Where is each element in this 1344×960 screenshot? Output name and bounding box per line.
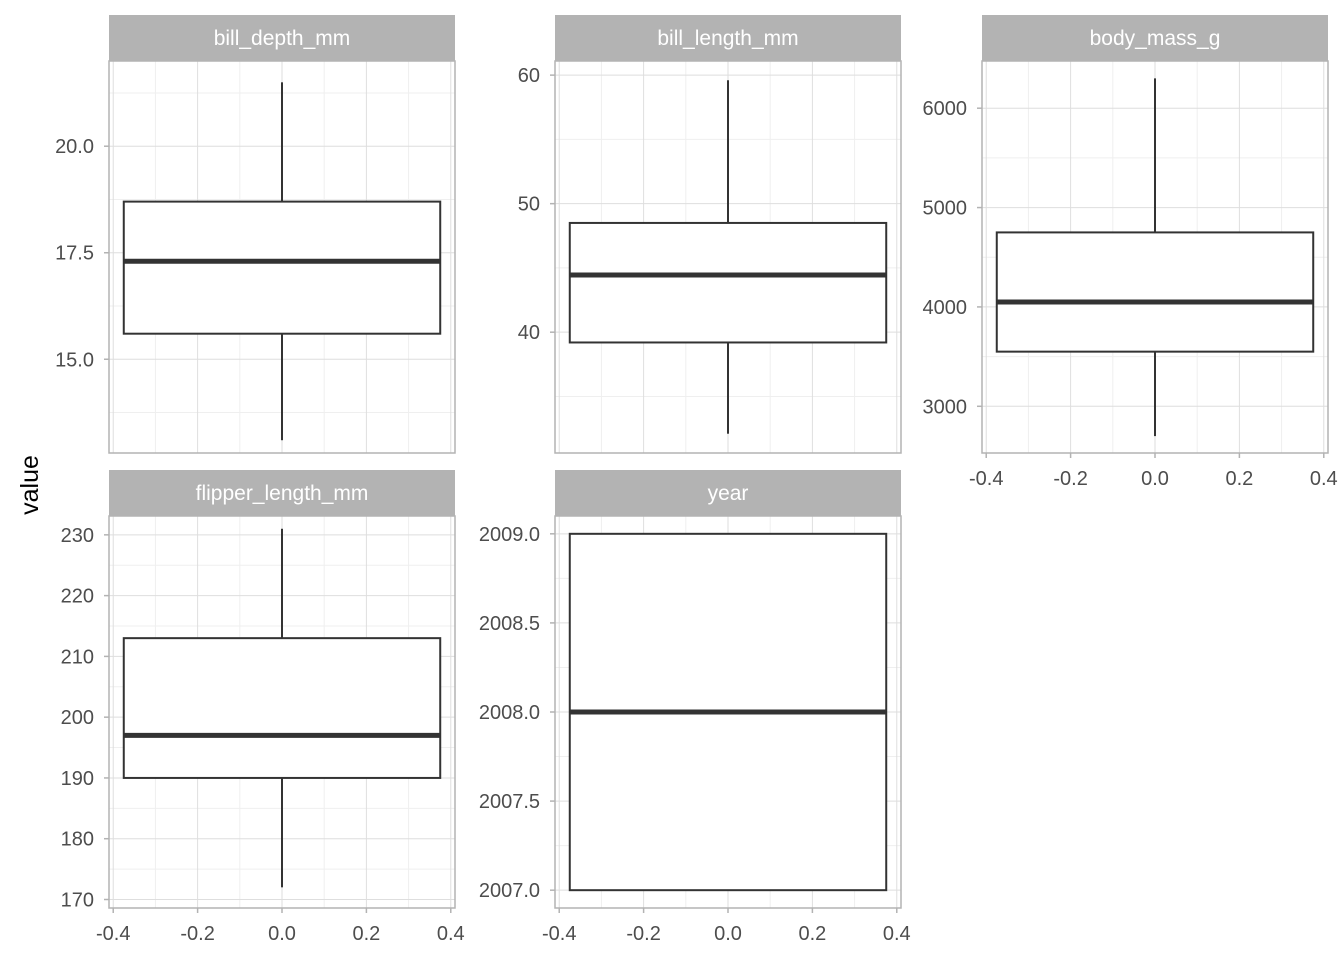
facet-title: bill_depth_mm bbox=[214, 27, 351, 50]
facet-strip bbox=[555, 15, 901, 61]
y-tick-label: 190 bbox=[61, 768, 94, 790]
y-tick-label: 210 bbox=[61, 646, 94, 668]
x-tick-label: 0.0 bbox=[714, 923, 742, 945]
facet-panel-bill-depth-mm: bill_depth_mm 15.0 17.5 20.0 bbox=[55, 15, 456, 454]
y-tick-label: 2007.0 bbox=[479, 880, 540, 902]
facet-title: year bbox=[708, 482, 749, 505]
facet-strip bbox=[982, 15, 1328, 61]
x-tick-label: -0.4 bbox=[969, 468, 1003, 490]
y-tick-label: 180 bbox=[61, 829, 94, 851]
box-iqr bbox=[568, 221, 888, 344]
x-tick-label: 0.4 bbox=[437, 923, 465, 945]
facet-panel-year: year 2007.0 2007.5 2008.0 2008.5 2009.0 -0.4 -0… bbox=[479, 470, 911, 945]
y-tick-label: 2009.0 bbox=[479, 524, 540, 546]
x-tick-label: 0.2 bbox=[352, 923, 380, 945]
y-tick-label: 170 bbox=[61, 889, 94, 911]
x-tick-label: -0.4 bbox=[542, 923, 576, 945]
facet-title: flipper_length_mm bbox=[196, 482, 369, 505]
facet-title: body_mass_g bbox=[1090, 27, 1221, 50]
panel-border bbox=[108, 60, 456, 454]
y-tick-label: 40 bbox=[518, 322, 540, 344]
y-tick-label: 2008.5 bbox=[479, 613, 540, 635]
facet-strip bbox=[555, 470, 901, 516]
box-iqr bbox=[122, 200, 442, 335]
y-tick-label: 5000 bbox=[923, 198, 968, 220]
y-tick-label: 2008.0 bbox=[479, 702, 540, 724]
x-tick-label: -0.4 bbox=[96, 923, 130, 945]
facet-panel-bill-length-mm: bill_length_mm 40 50 60 bbox=[518, 15, 902, 454]
y-tick-label: 6000 bbox=[923, 98, 968, 120]
x-tick-label: 0.4 bbox=[883, 923, 911, 945]
facet-strip bbox=[109, 15, 455, 61]
y-tick-label: 2007.5 bbox=[479, 791, 540, 813]
facet-strip bbox=[109, 470, 455, 516]
y-axis-label: value bbox=[16, 455, 44, 515]
x-tick-label: -0.2 bbox=[626, 923, 660, 945]
x-tick-label: 0.0 bbox=[268, 923, 296, 945]
facet-panel-flipper-length-mm: flipper_length_mm 170 180 190 200 210 220 230 -0… bbox=[61, 470, 465, 945]
x-tick-label: 0.2 bbox=[1225, 468, 1253, 490]
y-tick-label: 230 bbox=[61, 525, 94, 547]
box-iqr bbox=[122, 637, 442, 779]
y-tick-label: 4000 bbox=[923, 297, 968, 319]
y-tick-label: 17.5 bbox=[55, 243, 94, 265]
x-tick-label: 0.0 bbox=[1141, 468, 1169, 490]
y-tick-label: 3000 bbox=[923, 396, 968, 418]
y-tick-label: 220 bbox=[61, 586, 94, 608]
facet-panel-body-mass-g: body_mass_g 3000 4000 5000 6000 -0.4 -0.2 0.0 0.… bbox=[923, 15, 1338, 490]
y-tick-label: 20.0 bbox=[55, 136, 94, 158]
y-tick-label: 60 bbox=[518, 65, 540, 87]
x-tick-label: 0.4 bbox=[1310, 468, 1338, 490]
facet-title: bill_length_mm bbox=[657, 27, 798, 50]
x-tick-label: -0.2 bbox=[1053, 468, 1087, 490]
x-tick-label: 0.2 bbox=[798, 923, 826, 945]
box-iqr bbox=[995, 231, 1315, 353]
panel-border bbox=[554, 60, 902, 454]
y-tick-label: 15.0 bbox=[55, 349, 94, 371]
x-tick-label: -0.2 bbox=[180, 923, 214, 945]
y-tick-label: 200 bbox=[61, 707, 94, 729]
y-tick-label: 50 bbox=[518, 194, 540, 216]
